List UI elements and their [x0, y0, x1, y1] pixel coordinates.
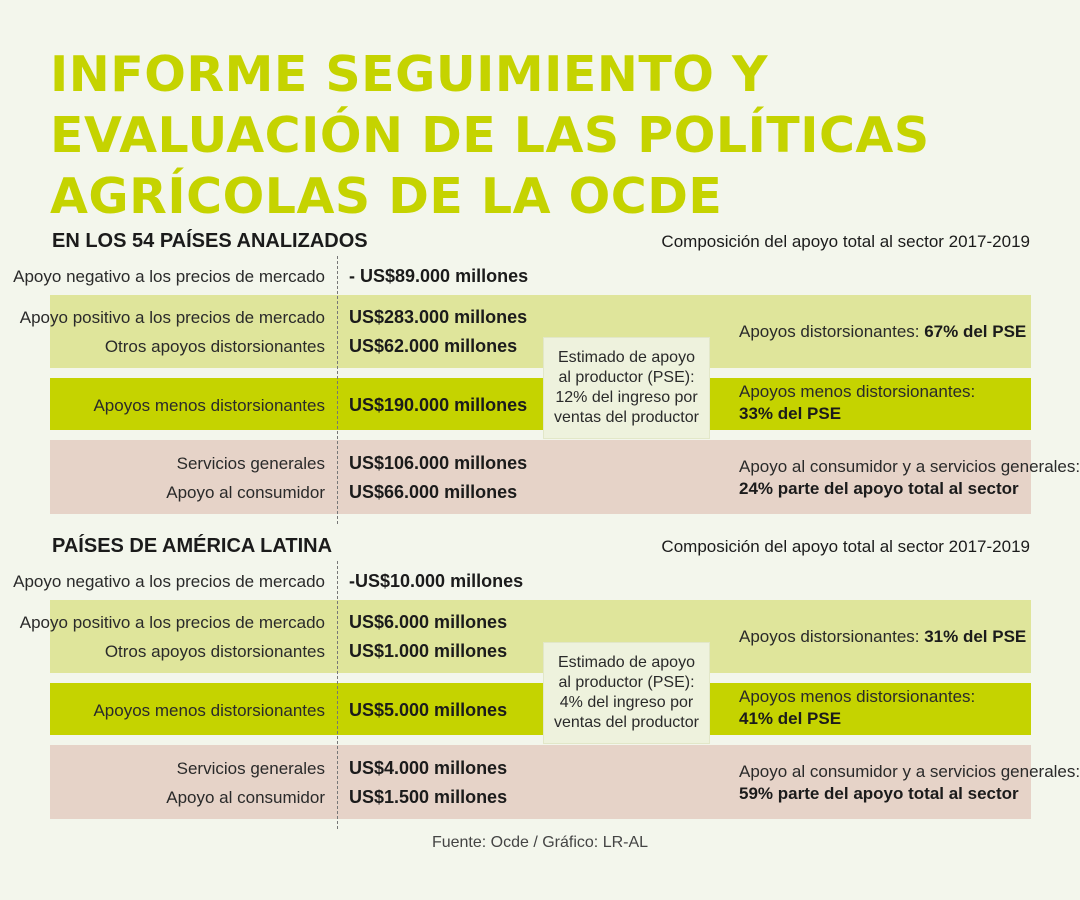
- summary-label: Apoyo al consumidor y a servicios genera…: [739, 762, 1080, 781]
- row-label: Apoyo positivo a los precios de mercado: [19, 308, 325, 327]
- section-54-countries: EN LOS 54 PAÍSES ANALIZADOS Composición …: [0, 230, 1080, 524]
- row-value: US$6.000 millones: [349, 612, 508, 632]
- consumer-services-band: [50, 440, 1031, 514]
- pse-line: Estimado de apoyo: [558, 349, 695, 366]
- row-label: Otros apoyos distorsionantes: [104, 337, 325, 356]
- pse-line: Estimado de apoyo: [558, 654, 695, 671]
- row-label: Servicios generales: [176, 759, 325, 778]
- summary-label: Apoyos menos distorsionantes:: [739, 382, 976, 401]
- title-line: INFORME SEGUIMIENTO Y: [50, 46, 768, 103]
- pse-line: 12% del ingreso por: [555, 389, 698, 406]
- distorting-band: [50, 600, 1031, 673]
- row-value: US$1.500 millones: [349, 787, 508, 807]
- distorting-summary: Apoyos distorsionantes: 31% del PSE: [739, 626, 1026, 648]
- pse-line: 4% del ingreso por: [559, 694, 694, 711]
- section-title: EN LOS 54 PAÍSES ANALIZADOS: [52, 230, 368, 252]
- pse-box: Estimado de apoyo al productor (PSE): 4%…: [543, 642, 710, 744]
- row-label: Apoyo negativo a los precios de mercado: [13, 267, 325, 286]
- summary-value: 67% del PSE: [924, 322, 1027, 341]
- summary-label: Apoyo al consumidor y a servicios genera…: [739, 457, 1080, 476]
- pse-line: al productor (PSE):: [558, 674, 695, 691]
- source-note: Fuente: Ocde / Gráfico: LR-AL: [431, 834, 649, 851]
- row-label: Servicios generales: [176, 454, 325, 473]
- infographic-title: INFORME SEGUIMIENTO Y EVALUACIÓN DE LAS …: [50, 44, 1040, 227]
- row-value: US$4.000 millones: [349, 758, 508, 778]
- distorting-band: [50, 295, 1031, 368]
- pse-box: Estimado de apoyo al productor (PSE): 12…: [543, 337, 710, 439]
- row-label: Apoyo positivo a los precios de mercado: [19, 613, 325, 632]
- pse-line: ventas del productor: [554, 714, 699, 731]
- less-distorting-summary: Apoyos menos distorsionantes: 33% del PS…: [739, 381, 975, 425]
- consumer-services-band: [50, 745, 1031, 819]
- summary-value: 41% del PSE: [739, 709, 842, 728]
- less-distorting-summary: Apoyos menos distorsionantes: 41% del PS…: [739, 686, 975, 730]
- section-title: PAÍSES DE AMÉRICA LATINA: [52, 535, 333, 557]
- divider-line: [337, 561, 338, 829]
- summary-label: Apoyos distorsionantes:: [739, 322, 925, 341]
- row-value: US$283.000 millones: [349, 307, 528, 327]
- section-subtitle: Composición del apoyo total al sector 20…: [661, 232, 1030, 251]
- row-label: Apoyos menos distorsionantes: [93, 701, 325, 720]
- summary-value: 33% del PSE: [739, 404, 842, 423]
- summary-label: Apoyos distorsionantes:: [739, 627, 925, 646]
- summary-value: 24% parte del apoyo total al sector: [739, 479, 1019, 498]
- distorting-summary: Apoyos distorsionantes: 67% del PSE: [739, 321, 1026, 343]
- row-label: Apoyo al consumidor: [166, 483, 325, 502]
- row-value: US$62.000 millones: [349, 336, 518, 356]
- section-latin-america: PAÍSES DE AMÉRICA LATINA Composición del…: [0, 535, 1080, 829]
- consumer-summary: Apoyo al consumidor y a servicios genera…: [739, 761, 1080, 805]
- row-label: Apoyo al consumidor: [166, 788, 325, 807]
- section-subtitle: Composición del apoyo total al sector 20…: [661, 537, 1030, 556]
- row-value: US$66.000 millones: [349, 482, 518, 502]
- title-line: EVALUACIÓN DE LAS POLÍTICAS: [50, 107, 930, 164]
- row-label: Apoyo negativo a los precios de mercado: [13, 572, 325, 591]
- title-line: AGRÍCOLAS DE LA OCDE: [50, 168, 723, 225]
- less-distorting-band: [50, 683, 1031, 735]
- row-value: -US$10.000 millones: [349, 571, 524, 591]
- row-value: US$190.000 millones: [349, 395, 528, 415]
- row-label: Otros apoyos distorsionantes: [104, 642, 325, 661]
- summary-value: 31% del PSE: [924, 627, 1027, 646]
- row-label: Apoyos menos distorsionantes: [93, 396, 325, 415]
- row-value: US$5.000 millones: [349, 700, 508, 720]
- row-value: US$1.000 millones: [349, 641, 508, 661]
- summary-value: 59% parte del apoyo total al sector: [739, 784, 1019, 803]
- less-distorting-band: [50, 378, 1031, 430]
- row-value: - US$89.000 millones: [349, 266, 529, 286]
- pse-line: ventas del productor: [554, 409, 699, 426]
- summary-label: Apoyos menos distorsionantes:: [739, 687, 976, 706]
- consumer-summary: Apoyo al consumidor y a servicios genera…: [739, 456, 1080, 500]
- row-value: US$106.000 millones: [349, 453, 528, 473]
- divider-line: [337, 256, 338, 524]
- pse-line: al productor (PSE):: [558, 369, 695, 386]
